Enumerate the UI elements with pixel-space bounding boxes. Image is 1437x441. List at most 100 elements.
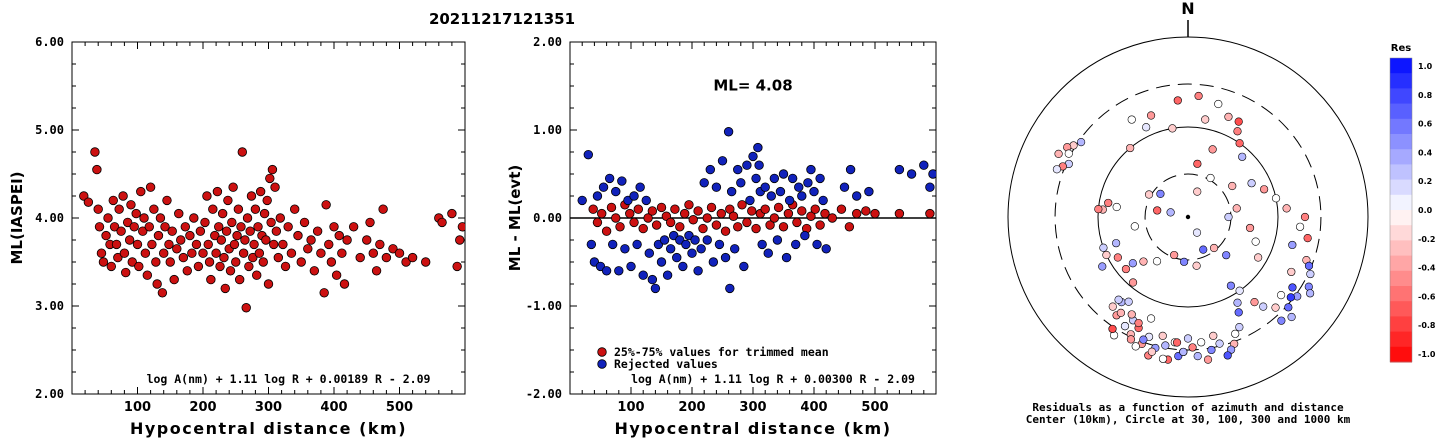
data-point — [270, 182, 280, 192]
colorbar-tick-label: 1.0 — [1418, 62, 1433, 71]
station-marker — [1158, 331, 1167, 340]
colorbar-tick-label: -0.8 — [1418, 321, 1436, 330]
station-marker — [1112, 202, 1121, 212]
data-point — [447, 208, 457, 219]
data-point — [206, 274, 216, 285]
station-marker — [1254, 253, 1263, 262]
data-point — [140, 248, 151, 258]
data-point — [145, 182, 156, 192]
data-point — [778, 222, 789, 232]
data-point — [339, 279, 350, 289]
rejected-point — [794, 182, 804, 192]
epicenter-marker — [1185, 214, 1191, 220]
rejected-point — [733, 164, 743, 175]
rejected-point — [730, 244, 740, 254]
data-point — [299, 217, 310, 228]
rejected-point — [611, 186, 621, 197]
data-point — [193, 261, 204, 272]
data-point — [421, 257, 431, 267]
azimuth-polar-panel: N Res 1.0 0.8 0.6 0.4 0.2 0.0 -0.2 -0.4 -0.6 -0.8 -1… — [1007, 0, 1436, 426]
data-point — [155, 213, 166, 223]
colorbar-step — [1390, 58, 1412, 74]
station-marker — [1116, 308, 1125, 317]
station-marker — [1303, 233, 1312, 243]
rejected-point — [672, 252, 682, 263]
data-point — [457, 222, 465, 232]
residual-vs-distance-panel: -2.00 -1.00 0.00 1.00 2.00 100 200 300 400 500 Hyp… — [506, 35, 937, 438]
rejected-point — [696, 244, 706, 254]
data-point — [773, 202, 784, 213]
data-point — [265, 173, 275, 184]
data-point — [651, 220, 662, 230]
data-point — [121, 267, 131, 278]
y-tick-label: 0.00 — [533, 211, 562, 225]
data-point — [588, 204, 598, 214]
data-point — [129, 222, 139, 232]
data-point — [208, 204, 218, 214]
data-point — [195, 226, 206, 236]
data-point — [139, 213, 149, 223]
data-point — [151, 257, 161, 267]
rejected-point — [608, 239, 618, 250]
data-point — [152, 279, 162, 289]
station-marker — [1144, 190, 1154, 199]
station-marker — [1192, 261, 1201, 270]
data-point — [94, 222, 105, 232]
x-tick-label: 100 — [617, 400, 644, 415]
rejected-point — [647, 274, 658, 285]
station-marker — [1235, 139, 1244, 148]
data-point — [684, 200, 694, 210]
station-marker — [1121, 264, 1131, 274]
station-marker — [1277, 316, 1286, 325]
colorbar-step — [1390, 118, 1412, 135]
rejected-point — [687, 248, 697, 258]
data-point — [769, 213, 780, 223]
data-point — [375, 239, 385, 250]
data-point — [158, 248, 169, 258]
y-tick-label: -2.00 — [526, 387, 562, 401]
data-point — [394, 248, 405, 258]
data-point — [711, 220, 722, 230]
station-marker — [1271, 303, 1280, 312]
data-point — [253, 222, 263, 232]
data-point — [232, 230, 242, 241]
data-point — [215, 261, 225, 272]
data-point — [760, 204, 770, 214]
station-marker — [1214, 99, 1223, 109]
station-marker — [1170, 250, 1179, 260]
data-point — [109, 222, 120, 232]
station-marker — [1245, 223, 1255, 233]
data-point — [716, 208, 726, 219]
data-point — [706, 202, 717, 213]
data-point — [221, 226, 232, 236]
data-point — [223, 195, 233, 206]
data-point — [283, 222, 293, 232]
x-axis-label: Hypocentral distance (km) — [614, 419, 891, 438]
data-point — [303, 244, 313, 254]
data-point — [271, 226, 282, 236]
rejected-point — [753, 142, 763, 153]
data-point — [202, 191, 212, 201]
data-points — [79, 147, 465, 313]
data-point — [321, 200, 331, 210]
station-marker — [1179, 257, 1189, 266]
data-point — [870, 208, 880, 219]
data-point — [765, 220, 775, 230]
legend-marker — [597, 347, 607, 357]
station-marker — [1259, 302, 1268, 311]
rejected-point — [815, 173, 825, 184]
data-point — [362, 235, 372, 245]
station-marker — [1226, 281, 1236, 290]
station-marker — [1199, 245, 1208, 254]
colorbar-tick-label: 0.4 — [1418, 148, 1433, 157]
data-point — [647, 206, 658, 216]
data-point — [108, 195, 118, 206]
data-point — [149, 204, 159, 214]
data-point — [98, 257, 109, 267]
rejected-point — [845, 164, 856, 175]
rejected-point — [766, 191, 777, 201]
station-marker — [1147, 347, 1156, 356]
rejected-point — [592, 191, 603, 201]
station-marker — [1201, 115, 1210, 124]
station-marker — [1166, 208, 1175, 217]
